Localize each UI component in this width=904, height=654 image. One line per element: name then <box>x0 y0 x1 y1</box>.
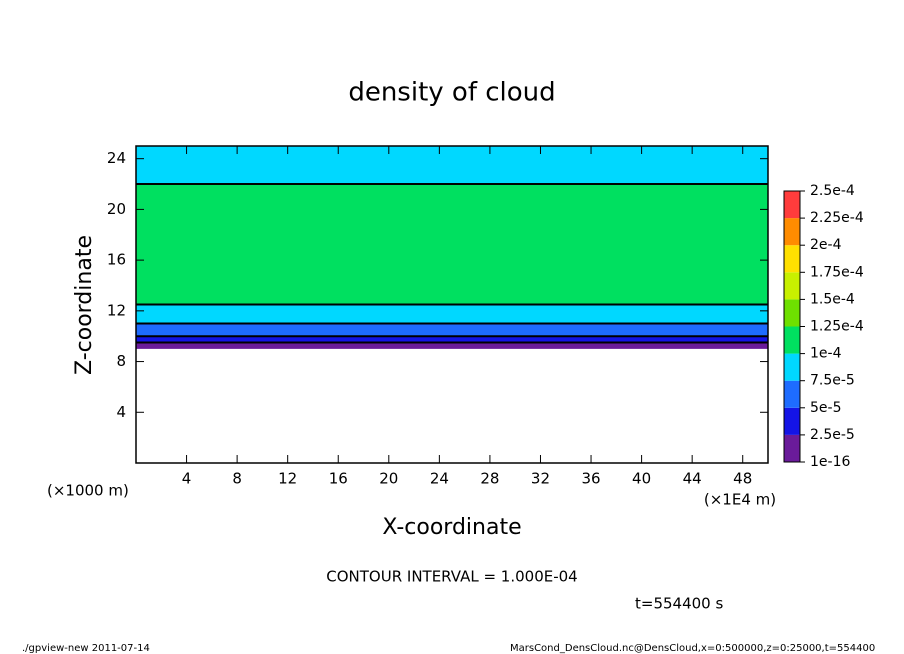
colorbar-segment <box>784 353 800 381</box>
colorbar-segment <box>784 245 800 273</box>
x-tick-label: 8 <box>232 470 242 488</box>
colorbar-segment <box>784 299 800 327</box>
colorbar-label: 1.75e-4 <box>810 264 864 280</box>
y-tick-label: 20 <box>107 200 126 218</box>
colorbar-label: 1e-4 <box>810 346 842 362</box>
x-tick-label: 32 <box>531 470 550 488</box>
colorbar-segment <box>784 191 800 219</box>
footer-right: MarsCond_DensCloud.nc@DensCloud,x=0:5000… <box>510 643 875 654</box>
x-tick-label: 44 <box>683 470 702 488</box>
footer-left: ./gpview-new 2011-07-14 <box>22 643 150 654</box>
x-unit: (×1E4 m) <box>704 491 776 509</box>
colorbar-label: 7.5e-5 <box>810 373 855 389</box>
colorbar-segment <box>784 272 800 300</box>
y-unit: (×1000 m) <box>47 482 129 500</box>
colorbar-label: 1.25e-4 <box>810 319 864 335</box>
colorbar-label: 2.5e-5 <box>810 427 855 443</box>
x-axis-label: X-coordinate <box>382 515 521 540</box>
x-tick-label: 12 <box>278 470 297 488</box>
x-tick-label: 40 <box>632 470 651 488</box>
colorbar-label: 2e-4 <box>810 237 842 253</box>
y-tick-label: 16 <box>107 251 126 269</box>
x-tick-label: 28 <box>480 470 499 488</box>
y-tick-label: 4 <box>116 403 126 421</box>
y-axis-label: Z-coordinate <box>72 235 97 375</box>
x-tick-label: 16 <box>329 470 348 488</box>
contour-band <box>136 342 768 349</box>
colorbar-label: 2.5e-4 <box>810 183 855 199</box>
colorbar-segment <box>784 407 800 435</box>
y-tick-label: 12 <box>107 301 126 319</box>
colorbar-label: 5e-5 <box>810 400 841 416</box>
contour-band <box>136 336 768 343</box>
x-tick-label: 36 <box>581 470 600 488</box>
colorbar-label: 2.25e-4 <box>810 210 864 226</box>
plot-frame <box>135 145 769 464</box>
x-tick-label: 20 <box>379 470 398 488</box>
contour-band <box>136 184 768 305</box>
x-tick-label: 4 <box>182 470 192 488</box>
time-label: t=554400 s <box>635 595 723 613</box>
chart-title: density of cloud <box>348 78 555 108</box>
colorbar-label: 1e-16 <box>810 454 850 470</box>
x-tick-label: 24 <box>430 470 449 488</box>
y-tick-label: 24 <box>107 149 126 167</box>
contour-band <box>136 304 768 324</box>
contour-band <box>136 146 768 185</box>
contour-interval: CONTOUR INTERVAL = 1.000E-04 <box>326 568 577 586</box>
colorbar-segment <box>784 380 800 408</box>
colorbar-segment <box>784 326 800 354</box>
colorbar-segment <box>784 434 800 462</box>
y-tick-label: 8 <box>116 352 126 370</box>
colorbar-segment <box>784 218 800 246</box>
contour-band <box>136 323 768 337</box>
colorbar-label: 1.5e-4 <box>810 291 855 307</box>
x-tick-label: 48 <box>733 470 752 488</box>
